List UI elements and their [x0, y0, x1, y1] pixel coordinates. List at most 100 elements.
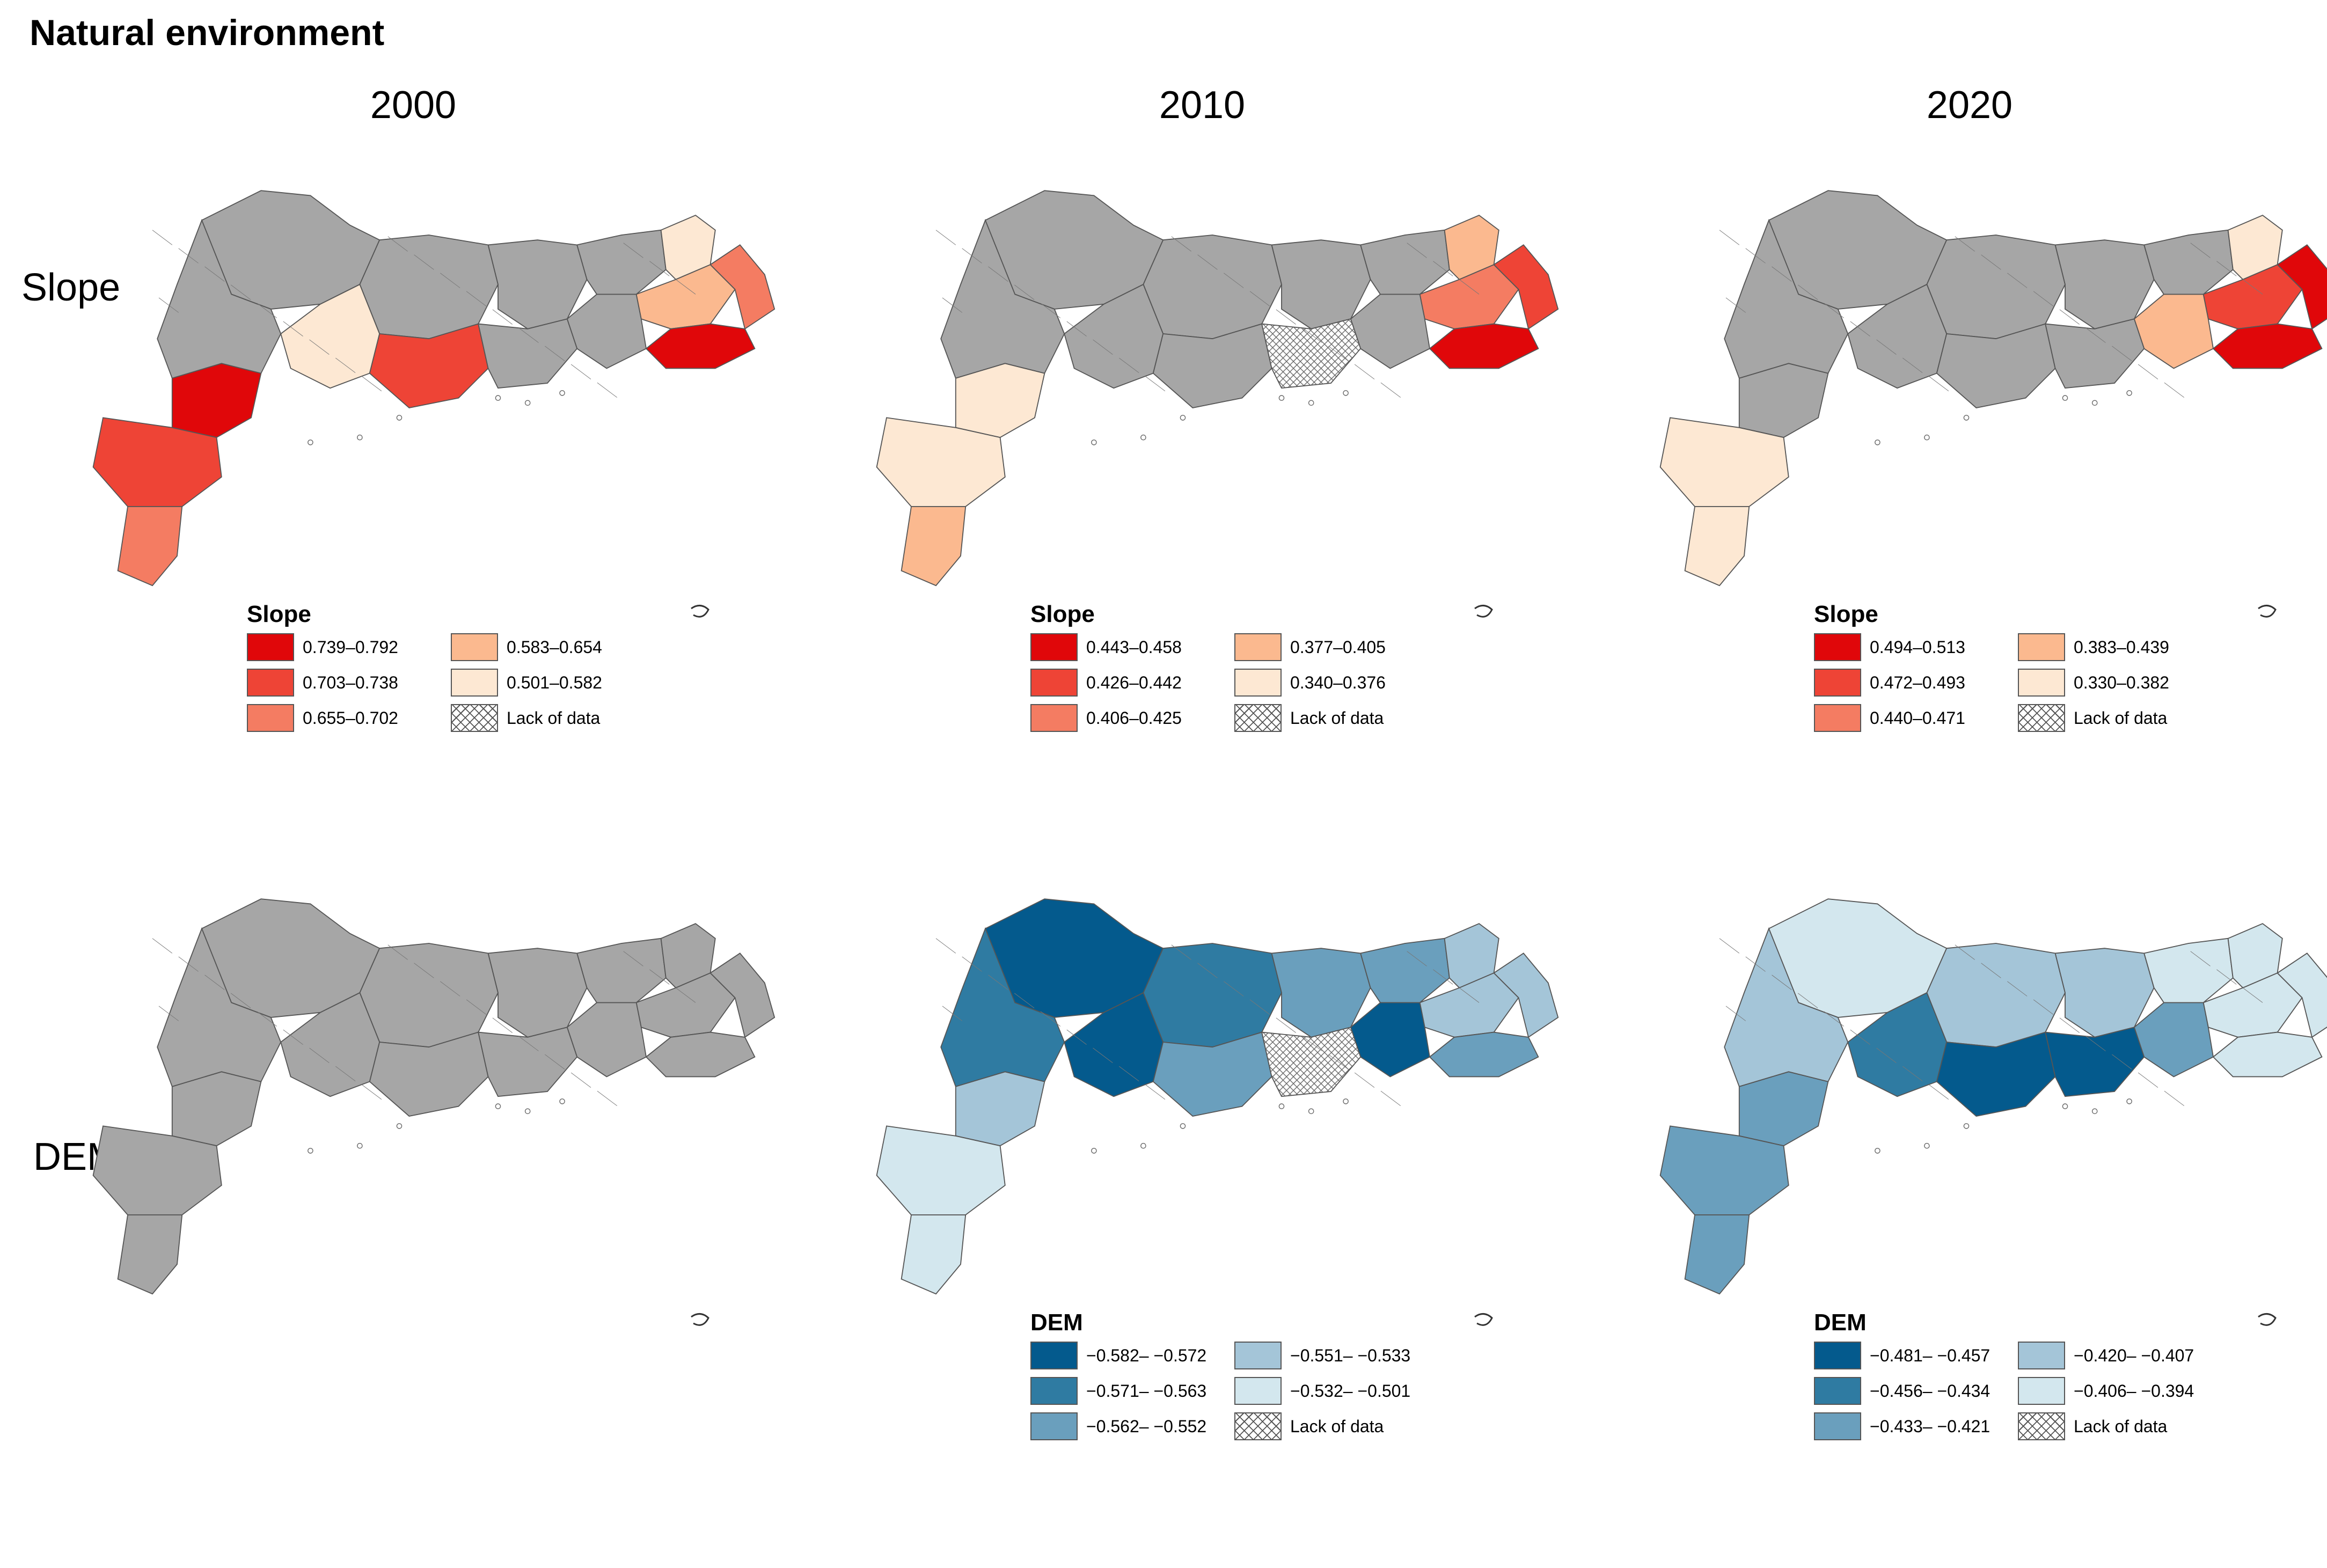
county-boundary [2112, 346, 2132, 361]
county-boundary [466, 999, 487, 1015]
county-boundary [649, 969, 670, 985]
county-boundary [178, 248, 199, 263]
map-region [2133, 294, 2214, 369]
county-boundary [152, 230, 173, 245]
county-boundary [1354, 1072, 1375, 1088]
county-boundary [1981, 254, 2001, 270]
county-boundary [1981, 963, 2001, 978]
county-boundary [1745, 248, 1766, 263]
county-boundary [309, 1047, 330, 1064]
county-boundary [597, 382, 617, 398]
county-boundary [1433, 261, 1453, 276]
column-label-2010: 2010 [1159, 84, 1246, 127]
map-region [1350, 1002, 1431, 1078]
county-boundary [1145, 376, 1166, 392]
island [495, 1103, 501, 1109]
county-boundary [545, 1054, 565, 1069]
map-region [940, 218, 1065, 379]
legend-item: 0.494–0.513 [1814, 633, 2018, 661]
island [1278, 395, 1285, 401]
county-boundary [2059, 309, 2080, 325]
legend-label: −0.562– −0.552 [1086, 1416, 1207, 1436]
legend-item: 0.406–0.425 [1030, 704, 1234, 732]
county-boundary [2033, 291, 2054, 306]
map-region [92, 417, 222, 507]
map-region [1261, 318, 1362, 389]
county-boundary [962, 248, 982, 263]
map-region [1659, 1125, 1789, 1215]
island [1140, 1142, 1146, 1149]
county-boundary [1302, 327, 1322, 343]
legend-swatch [1030, 669, 1078, 697]
map-legend: Slope 0.494–0.513 0.383–0.439 0.472–0.493 0.… [1814, 601, 2200, 732]
legend-item: 0.426–0.442 [1030, 669, 1234, 697]
county-boundary [387, 236, 408, 252]
legend-swatch [1030, 1412, 1078, 1440]
map-dem-2020 [1659, 898, 2327, 1295]
legend-swatch [2018, 669, 2065, 697]
legend-swatch [1234, 1412, 1282, 1440]
legend-item: −0.420– −0.407 [2018, 1342, 2200, 1369]
map-region [2133, 1002, 2214, 1078]
county-boundary [2164, 1090, 2184, 1107]
island [1924, 434, 1930, 441]
county-boundary [204, 974, 225, 990]
county-boundary [1719, 230, 1740, 245]
island [1963, 415, 1970, 421]
row-label-slope: Slope [21, 266, 121, 309]
county-boundary [1850, 321, 1870, 336]
island [1180, 415, 1186, 421]
legend-label: 0.583–0.654 [507, 637, 602, 657]
map-region [1350, 294, 1431, 369]
legend-label: 0.406–0.425 [1086, 708, 1182, 728]
island [1875, 1148, 1880, 1154]
map-region [709, 244, 775, 330]
map-region [1847, 283, 1948, 389]
legend-title: DEM [1814, 1309, 1867, 1336]
legend-swatch [247, 669, 294, 697]
county-boundary [1928, 376, 1949, 392]
island [1091, 1148, 1097, 1154]
map-region [645, 1031, 756, 1078]
county-boundary [1224, 981, 1244, 997]
county-boundary [2216, 969, 2237, 985]
county-boundary [2242, 987, 2263, 1003]
map-region [369, 1031, 489, 1117]
map-region [576, 229, 667, 295]
map-region [157, 218, 282, 379]
map-region [2143, 229, 2234, 295]
map-region [92, 1125, 222, 1215]
map-region [1936, 323, 2056, 408]
county-boundary [2112, 1054, 2132, 1069]
map-region [1684, 506, 1750, 587]
island [524, 1108, 531, 1115]
map-region [1724, 927, 1849, 1087]
map-panel-dem-2010: DEM −0.582– −0.572 −0.551– −0.533 −0.571– −… [816, 859, 1589, 1556]
legend-swatch [2018, 1412, 2065, 1440]
county-boundary [962, 956, 982, 972]
county-boundary [935, 938, 956, 954]
island [396, 415, 403, 421]
county-boundary [623, 243, 643, 258]
county-boundary [1145, 1084, 1166, 1100]
county-boundary [2164, 382, 2184, 398]
map-region [1419, 972, 1519, 1038]
island [559, 1098, 565, 1104]
county-boundary [2007, 981, 2028, 997]
county-boundary [1928, 1084, 1949, 1100]
legend-label: 0.501–0.582 [507, 672, 602, 692]
county-boundary [649, 261, 670, 276]
legend-label: 0.383–0.439 [2074, 637, 2169, 657]
county-boundary [1407, 951, 1427, 966]
map-region [1419, 264, 1519, 329]
legend-item: 0.377–0.405 [1234, 633, 1417, 661]
legend-title: Slope [1030, 601, 1095, 627]
legend-item: −0.571– −0.563 [1030, 1377, 1234, 1405]
map-region [117, 506, 183, 587]
map-region [1684, 1214, 1750, 1295]
legend-label: 0.494–0.513 [1870, 637, 1965, 657]
legend-label: Lack of data [2074, 1416, 2168, 1436]
island [1963, 1123, 1970, 1129]
legend-title: Slope [1814, 601, 1878, 627]
legend-item: Lack of data [1234, 1412, 1417, 1440]
